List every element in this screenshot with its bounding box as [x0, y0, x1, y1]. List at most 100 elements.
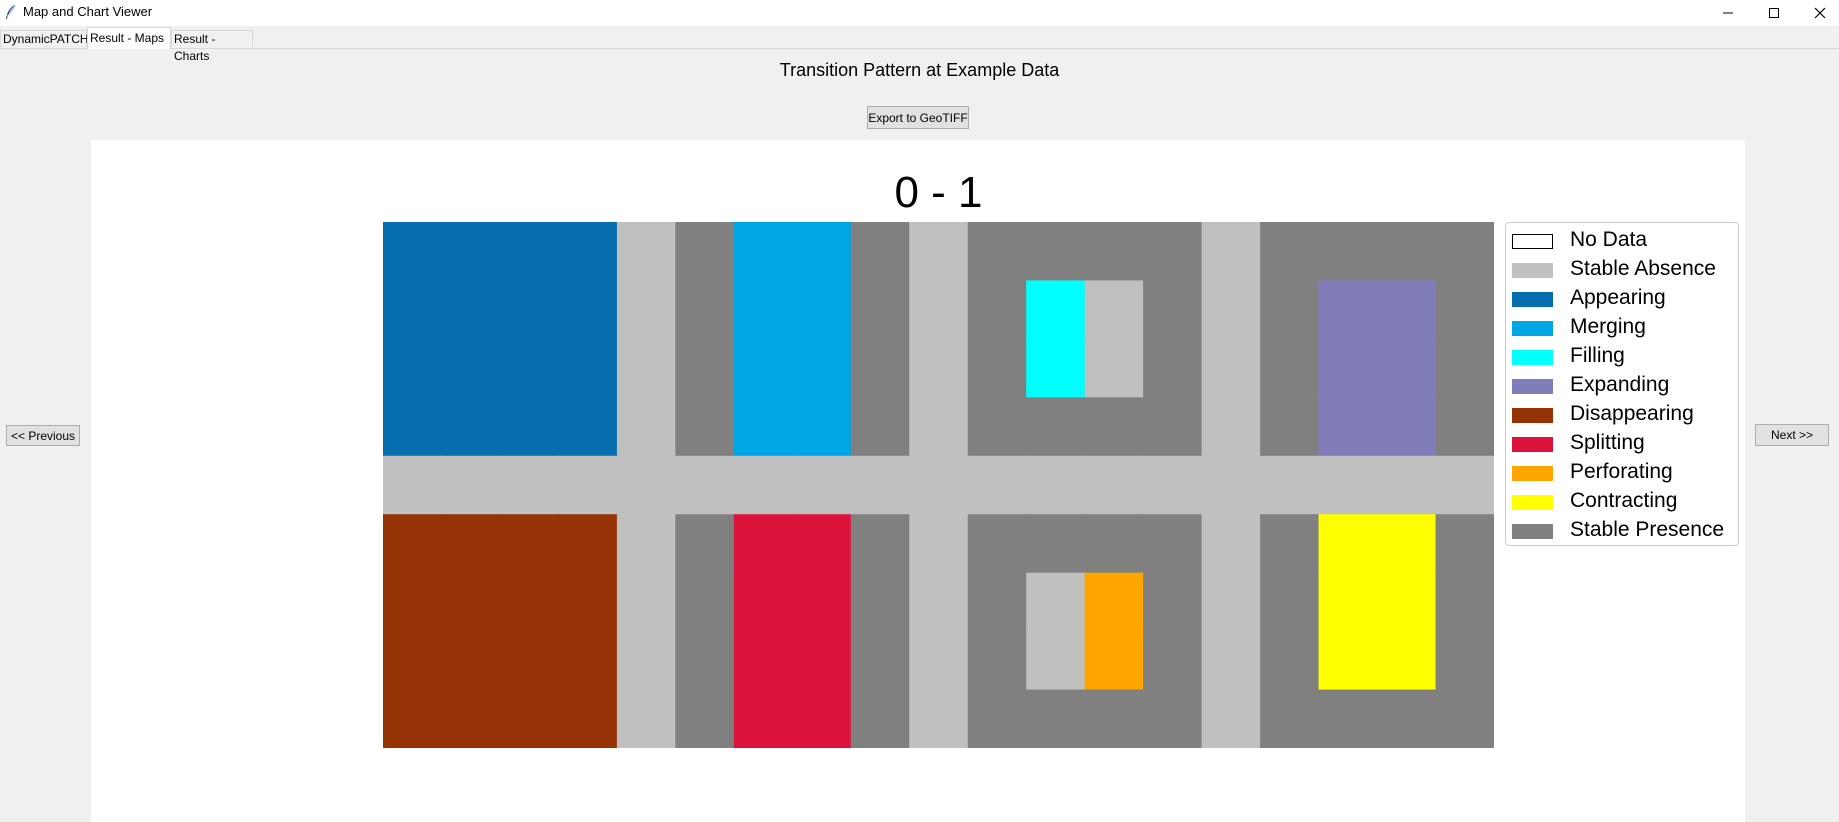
- map-cell: [675, 572, 735, 632]
- map-cell: [675, 280, 735, 340]
- map-cell: [1377, 222, 1437, 282]
- legend-label: Splitting: [1570, 431, 1645, 454]
- map-cell: [850, 631, 910, 691]
- map-cell: [441, 689, 501, 748]
- tab-result-maps[interactable]: Result - Maps: [87, 27, 171, 49]
- map-cell: [1318, 689, 1378, 748]
- previous-button[interactable]: << Previous: [6, 425, 80, 446]
- map-cell: [499, 338, 560, 398]
- map-cell: [967, 572, 1027, 632]
- legend-swatch: [1512, 524, 1553, 539]
- maximize-button[interactable]: [1751, 0, 1797, 26]
- legend-label: No Data: [1570, 228, 1648, 251]
- map-cell: [558, 338, 618, 398]
- legend-item: Stable Absence: [1512, 255, 1738, 284]
- map-cell: [792, 689, 852, 748]
- map-cell: [675, 397, 735, 457]
- map-cell: [1318, 631, 1378, 691]
- map-cell: [792, 338, 852, 398]
- legend-label: Expanding: [1570, 373, 1670, 396]
- map-cell: [909, 397, 969, 457]
- map-cell: [1377, 397, 1437, 457]
- map-cell: [1026, 338, 1086, 398]
- close-button[interactable]: [1797, 0, 1839, 26]
- legend-swatch: [1512, 437, 1553, 452]
- map-cell: [733, 338, 793, 398]
- map-cell: [1084, 455, 1144, 515]
- export-geotiff-button[interactable]: Export to GeoTIFF: [867, 106, 969, 129]
- map-cell: [675, 689, 735, 748]
- map-cell: [558, 280, 618, 340]
- map-cell: [616, 514, 676, 574]
- legend-swatch: [1512, 234, 1553, 249]
- legend-label: Contracting: [1570, 489, 1678, 512]
- map-cell: [1318, 222, 1378, 282]
- map-cell: [1026, 397, 1086, 457]
- map-cell: [792, 222, 852, 282]
- map-cell: [558, 397, 618, 457]
- map-cell: [1318, 280, 1378, 340]
- map-cell: [909, 280, 969, 340]
- map-cell: [499, 280, 560, 340]
- next-button[interactable]: Next >>: [1755, 424, 1829, 446]
- map-cell: [733, 397, 793, 457]
- map-cell: [1377, 338, 1437, 398]
- map-cell: [616, 455, 676, 515]
- legend-item: Filling: [1512, 342, 1738, 371]
- period-label: 0 - 1: [894, 168, 983, 217]
- map-cell: [850, 455, 910, 515]
- map-cell: [1143, 455, 1203, 515]
- map-cell: [441, 280, 501, 340]
- legend-label: Filling: [1570, 344, 1625, 367]
- map-cell: [733, 280, 793, 340]
- map-cell: [383, 338, 443, 398]
- map-cell: [1435, 455, 1494, 515]
- map-cell: [616, 338, 676, 398]
- map-cell: [558, 222, 618, 282]
- minimize-button[interactable]: [1705, 0, 1751, 26]
- map-cell: [383, 222, 443, 282]
- map-cell: [499, 397, 560, 457]
- map-cell: [1143, 222, 1203, 282]
- map-cell: [1318, 514, 1378, 574]
- map-cell: [1201, 280, 1261, 340]
- tab-dynamicpatch[interactable]: DynamicPATCH: [0, 30, 89, 47]
- map-cell: [967, 222, 1027, 282]
- map-cell: [909, 222, 969, 282]
- map-cell: [1143, 514, 1203, 574]
- map-cell: [1260, 689, 1320, 748]
- map-cell: [616, 631, 676, 691]
- map-cell: [1084, 338, 1144, 398]
- legend-item: Stable Presence: [1512, 516, 1738, 545]
- legend-label: Perforating: [1570, 460, 1673, 483]
- map-cell: [1318, 338, 1378, 398]
- map-cell: [1143, 631, 1203, 691]
- map-cell: [441, 514, 501, 574]
- map-cell: [1435, 689, 1494, 748]
- legend-swatch: [1512, 466, 1553, 481]
- map-cell: [967, 514, 1027, 574]
- legend-swatch: [1512, 379, 1553, 394]
- map-cell: [909, 689, 969, 748]
- map-cell: [850, 222, 910, 282]
- title-bar: Map and Chart Viewer: [0, 0, 1839, 26]
- legend-item: Expanding: [1512, 371, 1738, 400]
- map-cell: [792, 397, 852, 457]
- map-cell: [616, 572, 676, 632]
- map-cell: [850, 689, 910, 748]
- legend-swatch: [1512, 321, 1553, 336]
- map-cell: [733, 572, 793, 632]
- map-cell: [1084, 689, 1144, 748]
- map-cell: [499, 689, 560, 748]
- tab-result-charts[interactable]: Result - Charts: [171, 30, 253, 63]
- map-cell: [1318, 397, 1378, 457]
- map-cell: [616, 397, 676, 457]
- map-cell: [675, 338, 735, 398]
- map-cell: [733, 455, 793, 515]
- map-cell: [909, 338, 969, 398]
- map-cell: [967, 455, 1027, 515]
- map-cell: [1201, 572, 1261, 632]
- map-cell: [1435, 514, 1494, 574]
- map-cell: [967, 631, 1027, 691]
- map-cell: [383, 631, 443, 691]
